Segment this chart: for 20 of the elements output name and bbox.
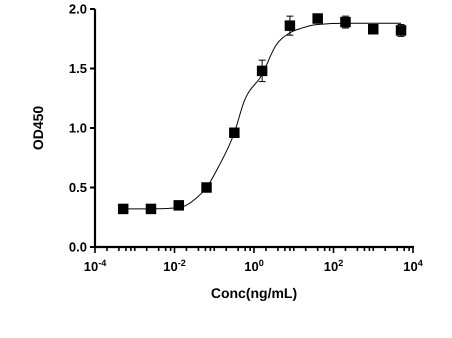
x-axis-title: Conc(ng/mL)	[210, 285, 298, 301]
x-tick-label: 10$^{-2}$	[163, 258, 186, 274]
y-tick-label: 1.0	[68, 120, 87, 136]
y-tick-label: 0.5	[68, 180, 87, 196]
point	[284, 20, 296, 31]
point	[229, 128, 240, 138]
x-tick-label: 10$^{2}$	[324, 258, 344, 274]
point	[256, 66, 268, 76]
point	[201, 182, 212, 193]
point	[146, 204, 156, 214]
point	[312, 13, 323, 24]
x-tick-label: 10$^{-4}$	[84, 258, 108, 274]
y-tick-label: 0.0	[68, 240, 87, 255]
point	[118, 204, 128, 214]
x-tick-label: 10$^{0}$	[244, 258, 264, 274]
y-tick-label: 1.5	[68, 61, 87, 76]
point	[174, 200, 184, 211]
y-axis-title: OD450	[30, 106, 46, 150]
x-tick-label: 10$^{4}$	[403, 258, 424, 274]
y-tick-label: 2.0	[68, 2, 87, 17]
